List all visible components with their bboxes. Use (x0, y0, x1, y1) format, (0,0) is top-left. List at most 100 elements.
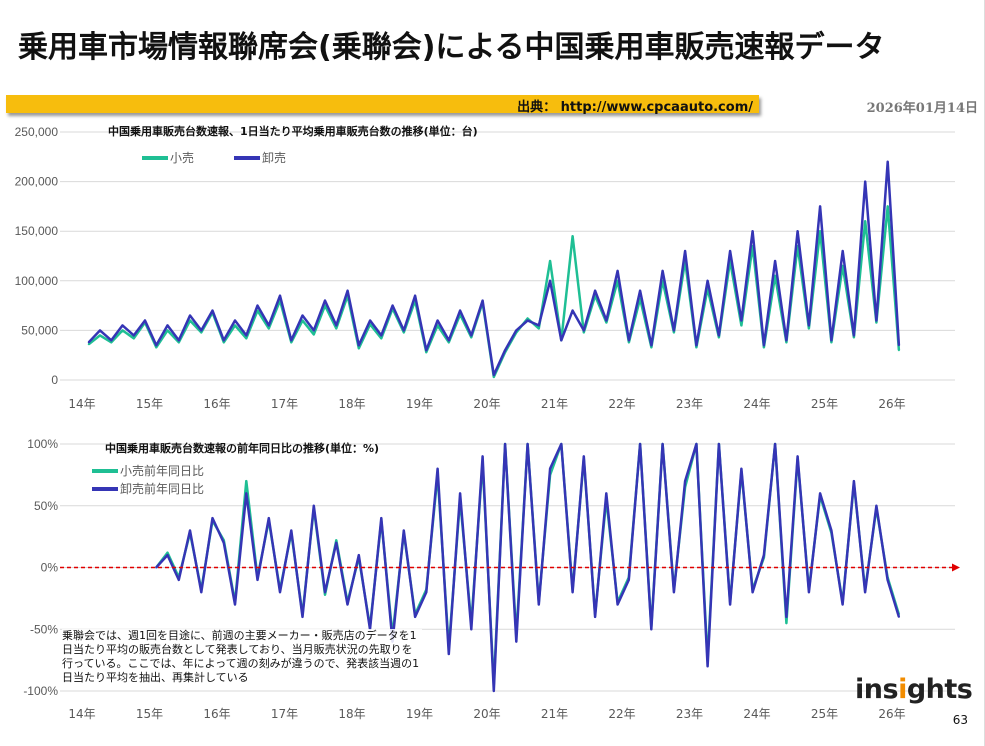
data-point (740, 324, 743, 327)
data-point (886, 205, 889, 208)
data-point (324, 591, 327, 594)
arrow-icon (952, 563, 960, 572)
x-tick-label: 19年 (406, 397, 433, 411)
data-point (301, 314, 304, 317)
date-label: 2026年01月14日 (866, 101, 978, 116)
data-point (470, 334, 473, 337)
data-point (166, 329, 169, 332)
data-point (470, 628, 473, 631)
data-point (695, 346, 698, 349)
data-point (515, 640, 518, 643)
data-point (875, 319, 878, 322)
data-point (492, 690, 495, 692)
data-point (324, 299, 327, 302)
data-point (267, 324, 270, 327)
data-point (245, 334, 248, 337)
x-tick-label: 18年 (338, 397, 365, 411)
data-point (807, 324, 810, 327)
data-point (582, 331, 585, 334)
data-point (177, 578, 180, 581)
data-point (110, 341, 113, 344)
data-point (672, 331, 675, 334)
y-tick-label: 50% (34, 499, 58, 513)
y-tick-label: 250,000 (15, 125, 59, 139)
legend-label: 卸売前年同日比 (120, 481, 204, 496)
source-link[interactable]: 出典： http://www.cpcaauto.com/ (517, 100, 753, 115)
data-point (200, 331, 203, 334)
data-point (774, 259, 777, 262)
data-point (841, 264, 844, 267)
data-point (897, 615, 900, 618)
data-point (762, 344, 765, 347)
data-point (335, 327, 338, 330)
data-point (864, 180, 867, 183)
data-point (87, 343, 90, 346)
data-point (819, 205, 822, 208)
data-point (729, 250, 732, 253)
data-point (481, 299, 484, 302)
legend-label: 小売 (170, 150, 194, 165)
y-tick-label: 0 (51, 373, 58, 387)
data-point (852, 336, 855, 339)
data-point (357, 554, 360, 557)
data-point (605, 319, 608, 322)
data-point (402, 331, 405, 334)
data-point (706, 279, 709, 282)
data-point (616, 269, 619, 272)
data-point (335, 324, 338, 327)
data-point (222, 541, 225, 544)
x-tick-label: 15年 (136, 707, 163, 721)
data-point (222, 341, 225, 344)
data-point (650, 346, 653, 349)
x-tick-label: 22年 (608, 397, 635, 411)
data-point (380, 517, 383, 520)
series-line-0 (87, 205, 901, 379)
data-point (605, 321, 608, 324)
data-point (492, 376, 495, 379)
x-tick-label: 25年 (811, 397, 838, 411)
data-point (785, 622, 788, 625)
data-point (740, 467, 743, 470)
data-point (121, 329, 124, 332)
data-point (290, 341, 293, 344)
data-point (155, 346, 158, 349)
data-point (672, 591, 675, 594)
data-point (335, 539, 338, 542)
data-point (189, 319, 192, 322)
data-point (425, 351, 428, 354)
data-point (537, 603, 540, 606)
data-point (582, 329, 585, 332)
data-point (549, 279, 552, 282)
data-point (267, 517, 270, 520)
data-point (380, 337, 383, 340)
page-title: 乗用車市場情報聯席会(乗聯会)による中国乗用車販売速報データ (18, 30, 885, 65)
data-point (267, 327, 270, 330)
data-point (616, 603, 619, 606)
data-point (402, 329, 405, 332)
x-tick-label: 26年 (878, 707, 905, 721)
x-tick-label: 14年 (68, 707, 95, 721)
data-point (402, 529, 405, 532)
data-point (897, 349, 900, 352)
data-point (886, 160, 889, 163)
data-point (357, 347, 360, 350)
data-point (582, 455, 585, 458)
data-point (346, 289, 349, 292)
data-point (459, 309, 462, 312)
x-tick-label: 25年 (811, 707, 838, 721)
data-point (807, 591, 810, 594)
data-point (571, 235, 574, 238)
y-tick-label: 200,000 (15, 175, 59, 189)
data-point (605, 492, 608, 495)
data-point (470, 336, 473, 339)
data-point (627, 341, 630, 344)
data-point (785, 615, 788, 618)
data-point (762, 554, 765, 557)
chart-title: 中国乗用車販売台数速報の前年同日比の推移(単位：%) (105, 441, 379, 455)
chart-title: 中国乗用車販売台数速報、1日当たり平均乗用車販売台数の推移(単位：台) (108, 124, 478, 138)
data-point (560, 339, 563, 342)
data-point (841, 603, 844, 606)
y-tick-label: 50,000 (21, 323, 58, 337)
data-point (492, 374, 495, 377)
data-point (436, 467, 439, 470)
